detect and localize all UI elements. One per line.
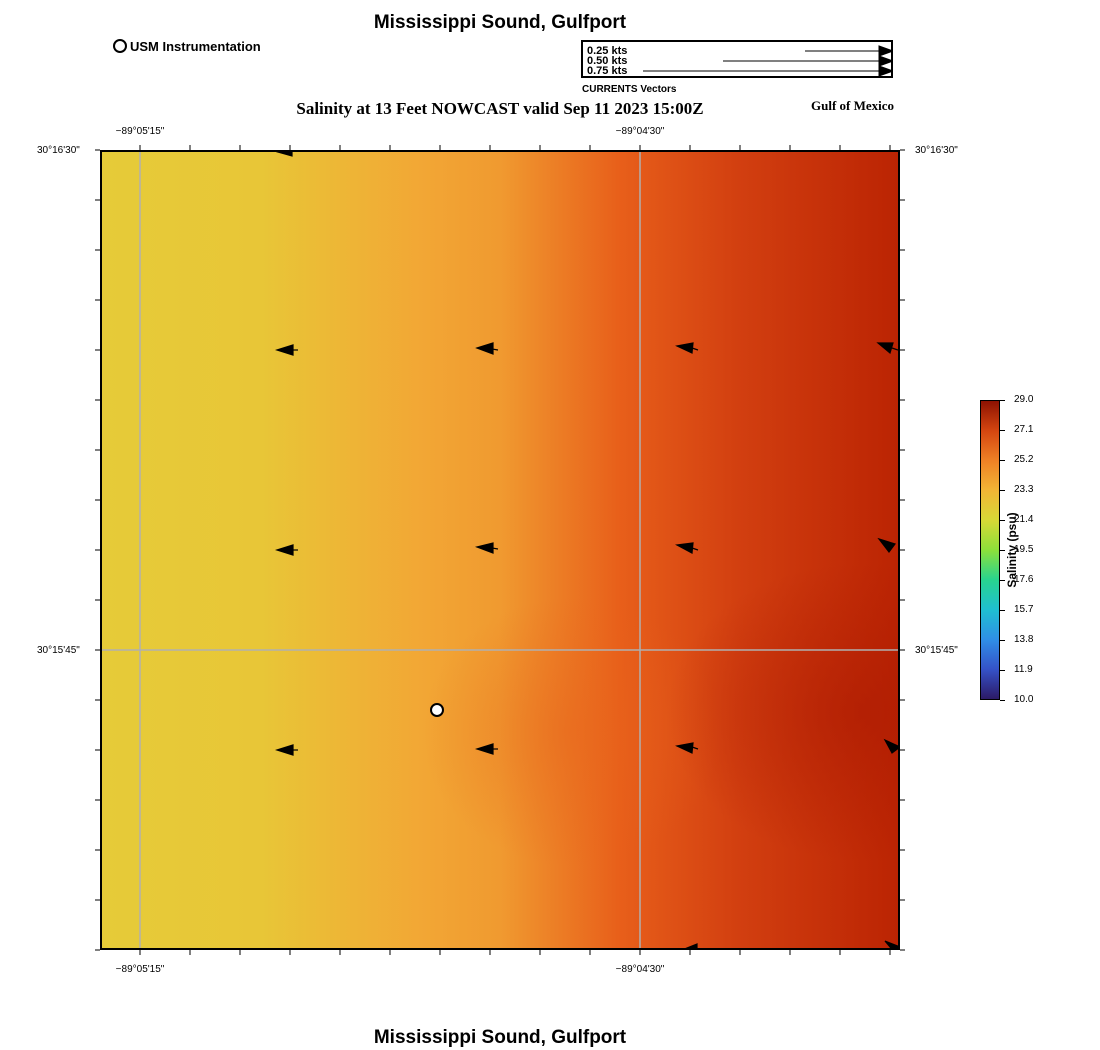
lat-label-left-north: 30°16'30" [37, 145, 80, 156]
gridlines [102, 152, 898, 948]
salinity-colorbar [980, 400, 1000, 700]
colorbar-tick-label: 27.1 [1014, 424, 1034, 435]
colorbar-tick [1000, 550, 1005, 551]
colorbar-tick-label: 13.8 [1014, 634, 1034, 645]
vector-arrow-icon [274, 344, 298, 356]
vector-arrow-icon [876, 342, 898, 355]
lat-label-right-north: 30°16'30" [915, 145, 958, 156]
region-label: Gulf of Mexico [811, 98, 895, 113]
vector-key-label-1: 0.25 kts [587, 45, 628, 57]
vector-arrow-icon [475, 342, 499, 355]
usm-marker-icon [113, 39, 127, 53]
vector-arrow-icon [474, 743, 498, 755]
colorbar-tick-label: 11.9 [1014, 664, 1033, 675]
colorbar-tick-label: 15.7 [1014, 604, 1034, 615]
colorbar-tick [1000, 700, 1005, 701]
vector-arrow-icon [474, 542, 499, 554]
colorbar-tick-label: 21.4 [1014, 514, 1034, 525]
vector-arrow-icon [276, 152, 293, 157]
vector-arrow-icon [274, 544, 298, 556]
colorbar-tick [1000, 580, 1005, 581]
map-overlay [102, 152, 898, 948]
vector-arrow-icon [274, 744, 298, 756]
lon-label-top-east: −89°04'30" [615, 126, 665, 137]
vector-arrow-icon [883, 738, 898, 754]
salinity-map[interactable] [100, 150, 900, 950]
map-subtitle: Salinity at 13 Feet NOWCAST valid Sep 11… [296, 99, 704, 118]
usm-legend: USM Instrumentation [113, 38, 261, 54]
lon-label-bottom-east: −89°04'30" [615, 964, 665, 975]
usm-legend-label: USM Instrumentation [130, 38, 261, 54]
colorbar-tick-label: 19.5 [1014, 544, 1034, 555]
footer-title: Mississippi Sound, Gulfport [373, 1027, 627, 1048]
vector-key-label-3: 0.75 kts [587, 65, 628, 77]
colorbar-tick-label: 10.0 [1014, 694, 1034, 705]
vector-arrow-icon [675, 742, 699, 754]
colorbar-tick [1000, 430, 1005, 431]
vector-arrow-icon [884, 940, 898, 948]
vector-arrow-icon [877, 537, 896, 553]
colorbar-tick-label: 25.2 [1014, 454, 1034, 465]
current-vectors [274, 152, 898, 948]
colorbar-tick-label: 23.3 [1014, 484, 1034, 495]
colorbar-tick [1000, 490, 1005, 491]
colorbar-tick [1000, 520, 1005, 521]
vector-key-arrows [643, 45, 891, 76]
vectors-caption: CURRENTS Vectors [582, 84, 677, 95]
vector-arrow-icon [685, 943, 698, 948]
lat-label-right-mid: 30°15'45" [915, 645, 958, 656]
colorbar-title: Salinity (psu) [1005, 512, 1019, 588]
vector-arrow-icon [675, 542, 699, 554]
colorbar-tick-label: 29.0 [1014, 394, 1034, 405]
lat-label-left-mid: 30°15'45" [37, 645, 80, 656]
colorbar-tick [1000, 460, 1005, 461]
vector-key-label-2: 0.50 kts [587, 55, 628, 67]
vector-arrow-icon [675, 342, 699, 354]
colorbar-tick [1000, 640, 1005, 641]
colorbar-tick [1000, 610, 1005, 611]
lon-label-bottom-west: −89°05'15" [115, 964, 165, 975]
colorbar-tick-label: 17.6 [1014, 574, 1034, 585]
usm-station-marker-icon [430, 703, 444, 717]
page-title: Mississippi Sound, Gulfport [373, 12, 627, 33]
vector-key: 0.25 kts 0.50 kts 0.75 kts [581, 40, 893, 78]
lon-label-top-west: −89°05'15" [115, 126, 165, 137]
colorbar-tick [1000, 670, 1005, 671]
salinity-shading [102, 152, 898, 948]
colorbar-tick [1000, 400, 1005, 401]
